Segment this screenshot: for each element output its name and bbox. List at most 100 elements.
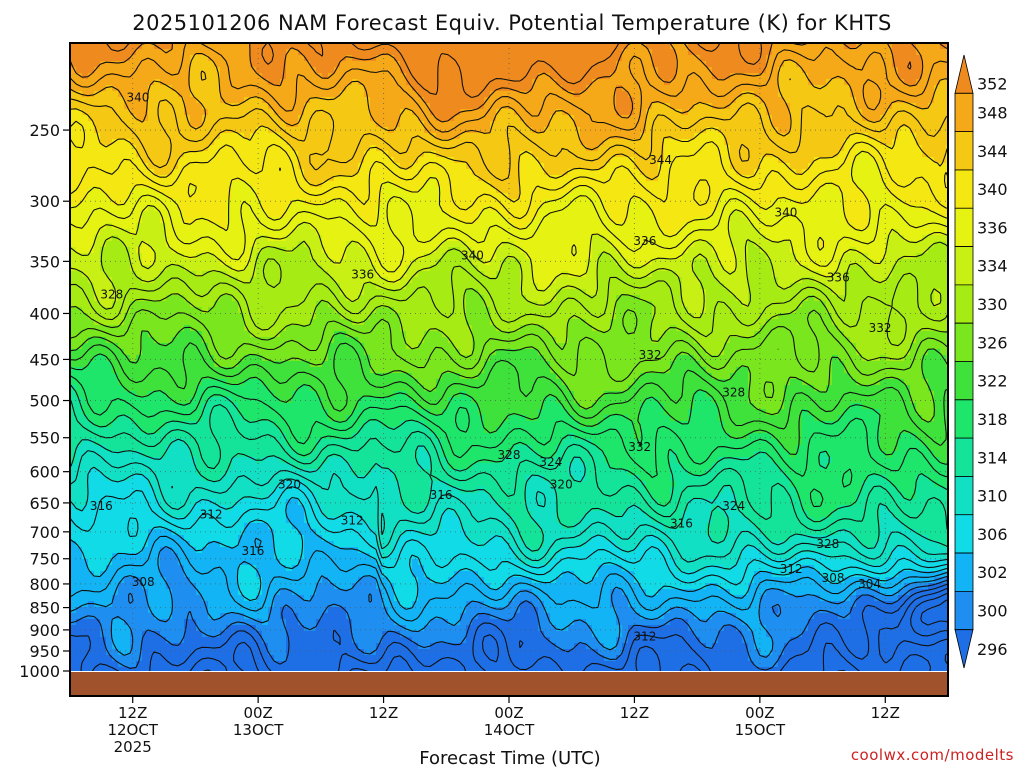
field-cell [298,133,305,140]
field-cell [130,193,137,200]
field-cell [922,169,929,176]
field-cell [232,169,239,176]
field-cell [772,157,779,164]
field-cell [610,133,617,140]
field-cell [610,181,617,188]
field-cell [184,223,191,230]
field-cell [688,157,695,164]
field-cell [250,67,257,74]
field-cell [82,181,89,188]
field-cell [184,145,191,152]
field-cell [838,121,845,128]
field-cell [658,85,665,92]
field-cell [706,169,713,176]
field-cell [532,145,539,152]
field-cell [808,187,815,194]
field-cell [412,109,419,116]
field-cell [670,223,677,230]
field-cell [262,217,269,224]
field-cell [664,97,671,104]
field-cell [622,103,629,110]
field-cell [406,157,413,164]
field-cell [706,73,713,80]
field-cell [130,91,137,98]
field-cell [190,49,197,56]
field-cell [214,205,221,212]
field-cell [130,163,137,170]
field-cell [268,229,275,236]
field-cell [196,103,203,110]
field-cell [568,241,575,248]
field-cell [70,91,77,98]
field-cell [520,175,527,182]
field-cell [826,49,833,56]
field-cell [304,103,311,110]
field-cell [118,199,125,206]
field-cell [400,145,407,152]
field-cell [376,73,383,80]
field-cell [202,121,209,128]
field-cell [322,211,329,218]
field-cell [166,199,173,206]
field-cell [148,205,155,212]
field-cell [526,103,533,110]
field-cell [340,187,347,194]
field-cell [190,43,197,50]
field-cell [526,223,533,230]
field-cell [154,103,161,110]
field-cell [460,79,467,86]
field-cell [748,151,755,158]
field-cell [646,181,653,188]
field-cell [538,187,545,194]
field-cell [88,73,95,80]
field-cell [430,151,437,158]
field-cell [532,169,539,176]
field-cell [898,235,905,242]
field-cell [796,79,803,86]
field-cell [178,199,185,206]
field-cell [754,235,761,242]
field-cell [892,175,899,182]
field-cell [466,229,473,236]
field-cell [532,67,539,74]
field-cell [562,139,569,146]
field-cell [640,157,647,164]
field-cell [88,235,95,242]
field-cell [688,133,695,140]
field-cell [562,235,569,242]
field-cell [520,109,527,116]
field-cell [622,229,629,236]
field-cell [934,139,941,146]
field-cell [502,229,509,236]
field-cell [850,91,857,98]
field-cell [460,163,467,170]
field-cell [394,157,401,164]
field-cell [874,175,881,182]
field-cell [418,139,425,146]
field-cell [418,49,425,56]
field-cell [346,73,353,80]
field-cell [250,97,257,104]
field-cell [148,55,155,62]
field-cell [160,103,167,110]
field-cell [472,91,479,98]
field-cell [568,55,575,62]
field-cell [244,49,251,56]
field-cell [370,217,377,224]
field-cell [106,199,113,206]
field-cell [850,163,857,170]
field-cell [184,175,191,182]
field-cell [532,97,539,104]
field-cell [76,85,83,92]
field-cell [526,229,533,236]
field-cell [400,235,407,242]
field-cell [364,199,371,206]
field-cell [880,49,887,56]
field-cell [190,109,197,116]
field-cell [196,193,203,200]
field-cell [640,181,647,188]
field-cell [682,223,689,230]
field-cell [934,169,941,176]
field-cell [460,241,467,248]
field-cell [160,139,167,146]
